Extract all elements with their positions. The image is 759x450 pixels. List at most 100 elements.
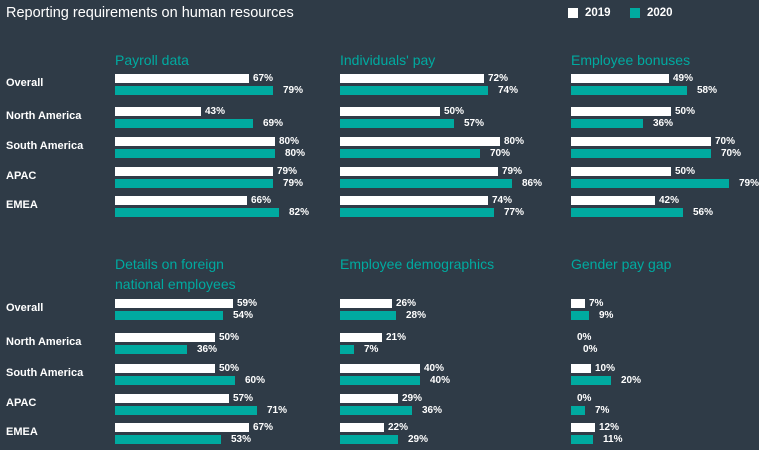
row-label-south-america: South America [6, 140, 84, 152]
value-label-2020: 60% [245, 374, 266, 386]
bar-2019 [571, 137, 711, 146]
bar-2019 [340, 423, 384, 432]
bar-2019 [115, 137, 275, 146]
value-label-2019: 42% [659, 195, 680, 206]
value-label-2019: 0% [577, 393, 592, 404]
bar-2019 [340, 137, 500, 146]
value-label-2019: 50% [675, 106, 696, 117]
value-label-2020: 36% [422, 404, 443, 416]
bar-2019 [115, 74, 249, 83]
panel-title: Employee bonuses [571, 52, 691, 68]
legend-label: 2019 [585, 7, 611, 19]
row-label-north-america: North America [6, 336, 82, 348]
bar-2020 [340, 375, 420, 385]
row-label-overall: Overall [6, 302, 44, 314]
bar-2019 [571, 364, 591, 373]
bar-2019 [115, 364, 215, 373]
bar-2019 [571, 423, 595, 432]
bar-2019 [571, 167, 671, 176]
value-label-2019: 50% [219, 332, 240, 343]
panel-title: Details on foreign national employees [115, 256, 236, 292]
value-label-2020: 58% [697, 84, 718, 96]
bar-2020 [571, 207, 683, 217]
bar-2020 [115, 310, 223, 320]
bar-2019 [115, 167, 273, 176]
value-label-2019: 74% [492, 195, 513, 206]
value-label-2020: 36% [197, 343, 218, 355]
bar-2020 [571, 405, 585, 415]
value-label-2019: 79% [277, 166, 298, 177]
bar-2020 [340, 148, 480, 158]
bar-2019 [115, 423, 249, 432]
value-label-2020: 7% [364, 343, 379, 355]
bar-2020 [340, 310, 396, 320]
value-label-2019: 50% [675, 166, 696, 177]
bar-2020 [115, 434, 221, 444]
value-label-2020: 40% [430, 374, 451, 386]
value-label-2019: 43% [205, 106, 226, 117]
bar-2020 [340, 405, 412, 415]
bar-2020 [115, 178, 273, 188]
value-label-2019: 66% [251, 195, 272, 206]
row-label-south-america: South America [6, 367, 84, 379]
legend-swatch-2019 [568, 8, 578, 18]
bar-2019 [340, 167, 498, 176]
value-label-2020: 70% [490, 147, 511, 159]
value-label-2020: 74% [498, 84, 519, 96]
legend-label: 2020 [647, 7, 673, 19]
value-label-2019: 26% [396, 298, 417, 309]
value-label-2019: 70% [715, 136, 736, 147]
value-label-2020: 20% [621, 374, 642, 386]
bar-2020 [340, 344, 354, 354]
bar-2020 [115, 148, 275, 158]
value-label-2020: 0% [583, 343, 598, 355]
bar-2020 [340, 207, 494, 217]
value-label-2019: 50% [219, 363, 240, 374]
value-label-2020: 82% [289, 206, 310, 218]
chart-title: Reporting requirements on human resource… [6, 5, 294, 21]
row-label-emea: EMEA [6, 426, 38, 438]
bar-2020 [340, 85, 488, 95]
value-label-2020: 79% [283, 177, 304, 189]
value-label-2019: 57% [233, 393, 254, 404]
bar-2020 [115, 85, 273, 95]
value-label-2020: 69% [263, 117, 284, 129]
bar-2020 [115, 118, 253, 128]
value-label-2020: 9% [599, 309, 614, 321]
bar-2020 [571, 310, 589, 320]
value-label-2019: 40% [424, 363, 445, 374]
bar-2019 [571, 74, 669, 83]
value-label-2019: 10% [595, 363, 616, 374]
bar-2020 [571, 85, 687, 95]
value-label-2020: 11% [603, 433, 623, 445]
bar-2020 [340, 434, 398, 444]
bar-2019 [115, 394, 229, 403]
value-label-2020: 79% [739, 177, 759, 189]
value-label-2020: 77% [504, 206, 525, 218]
value-label-2019: 67% [253, 73, 274, 84]
value-label-2019: 21% [386, 332, 407, 343]
panel-title: Gender pay gap [571, 256, 672, 272]
value-label-2020: 7% [595, 404, 610, 416]
panel-title: Individuals' pay [340, 52, 436, 68]
bar-2019 [340, 299, 392, 308]
bar-2019 [340, 364, 420, 373]
value-label-2019: 67% [253, 422, 274, 433]
value-label-2020: 80% [285, 147, 306, 159]
bar-2020 [571, 434, 593, 444]
value-label-2020: 28% [406, 309, 427, 321]
value-label-2020: 70% [721, 147, 742, 159]
bar-2020 [571, 375, 611, 385]
value-label-2019: 72% [488, 73, 509, 84]
bar-2020 [571, 118, 643, 128]
bar-2019 [115, 299, 233, 308]
bar-2019 [340, 333, 382, 342]
value-label-2020: 57% [464, 117, 485, 129]
row-label-overall: Overall [6, 77, 44, 89]
value-label-2020: 53% [231, 433, 252, 445]
value-label-2020: 36% [653, 117, 674, 129]
value-label-2019: 49% [673, 73, 694, 84]
bar-2020 [340, 178, 512, 188]
value-label-2020: 29% [408, 433, 429, 445]
value-label-2020: 56% [693, 206, 714, 218]
